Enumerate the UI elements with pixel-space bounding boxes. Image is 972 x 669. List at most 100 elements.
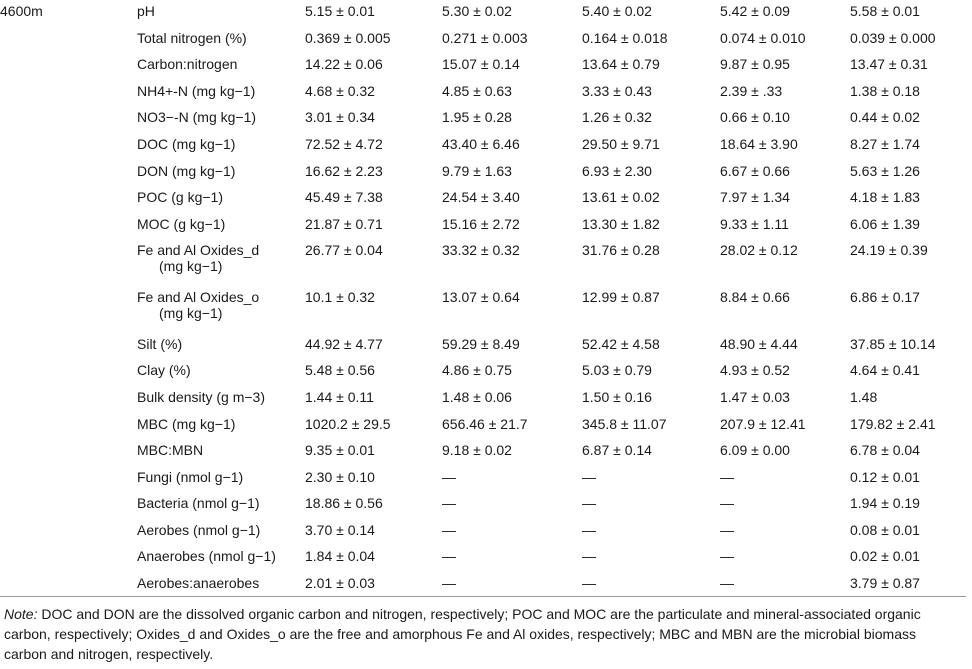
value-cell: —: [720, 575, 734, 592]
altitude-cell: [0, 386, 137, 413]
value-cell: 28.02 ± 0.12: [720, 242, 798, 259]
value-cell: 5.40 ± 0.02: [582, 3, 652, 19]
value-cell: —: [582, 521, 596, 538]
value-cell: 179.82 ± 2.41: [850, 415, 936, 432]
value-cell: 6.67 ± 0.66: [720, 162, 790, 179]
value-cell: 52.42 ± 4.58: [582, 335, 660, 352]
value-cell: 31.76 ± 0.28: [582, 242, 660, 259]
parameter-label: Fe and Al Oxides_d: [137, 242, 260, 259]
value-cell: 10.1 ± 0.32: [305, 289, 375, 306]
table-row: Fe and Al Oxides_d (mg kg−1) 26.77 ± 0.04 3…: [0, 239, 965, 286]
parameter-unit: (mg kg−1): [159, 305, 223, 322]
altitude-cell: [0, 106, 137, 133]
table-row: POC (g kg−1) 45.49 ± 7.38 24.54 ± 3.40 13.6…: [0, 186, 965, 213]
value-cell: 29.50 ± 9.71: [582, 135, 660, 152]
parameter-cell: Total nitrogen (%): [137, 27, 305, 54]
value-cell: 15.07 ± 0.14: [442, 56, 520, 73]
value-cell: 1.26 ± 0.32: [582, 109, 652, 126]
value-cell: 0.08 ± 0.01: [850, 521, 920, 538]
parameter-cell: Fe and Al Oxides_o (mg kg−1): [137, 286, 305, 333]
value-cell: 207.9 ± 12.41: [720, 415, 806, 432]
value-cell: 1.84 ± 0.04: [305, 548, 375, 565]
value-cell: 13.64 ± 0.79: [582, 56, 660, 73]
altitude-cell: [0, 80, 137, 107]
value-cell: 0.12 ± 0.01: [850, 468, 920, 485]
table-row: Carbon:nitrogen 14.22 ± 0.06 15.07 ± 0.14 1…: [0, 53, 965, 80]
value-cell: 5.15 ± 0.01: [305, 3, 375, 19]
parameter-unit: (mg kg−1): [159, 258, 223, 275]
value-cell: 5.48 ± 0.56: [305, 362, 375, 379]
parameter-label: NH4+-N (mg kg−1): [137, 82, 256, 99]
value-cell: —: [442, 521, 456, 538]
value-cell: 1.44 ± 0.11: [305, 388, 374, 405]
soil-properties-table: 4600m pH 5.15 ± 0.01 5.30 ± 0.02 5.40 ± …: [0, 3, 965, 592]
altitude-cell: [0, 53, 137, 80]
value-cell: 6.87 ± 0.14: [582, 442, 652, 459]
parameter-cell: Bacteria (nmol g−1): [137, 492, 305, 519]
parameter-label: Anaerobes (nmol g−1): [137, 548, 276, 565]
table-row: DON (mg kg−1) 16.62 ± 2.23 9.79 ± 1.63 6.93…: [0, 160, 965, 187]
value-cell: 5.58 ± 0.01: [850, 3, 920, 19]
value-cell: 24.54 ± 3.40: [442, 189, 520, 206]
value-cell: 0.074 ± 0.010: [720, 29, 806, 46]
value-cell: 0.369 ± 0.005: [305, 29, 391, 46]
table-body: 4600m pH 5.15 ± 0.01 5.30 ± 0.02 5.40 ± …: [0, 3, 965, 592]
value-cell: 2.39 ± .33: [720, 82, 783, 99]
parameter-label: DOC (mg kg−1): [137, 135, 236, 152]
value-cell: 0.66 ± 0.10: [720, 109, 790, 126]
value-cell: 2.01 ± 0.03: [305, 575, 375, 592]
value-cell: 13.30 ± 1.82: [582, 215, 660, 232]
value-cell: 4.85 ± 0.63: [442, 82, 512, 99]
value-cell: —: [582, 468, 596, 485]
parameter-cell: NH4+-N (mg kg−1): [137, 80, 305, 107]
value-cell: 15.16 ± 2.72: [442, 215, 520, 232]
parameter-cell: Fungi (nmol g−1): [137, 466, 305, 493]
value-cell: 6.93 ± 2.30: [582, 162, 652, 179]
parameter-label: MBC:MBN: [137, 442, 204, 459]
parameter-label: Silt (%): [137, 335, 183, 352]
table-row: Clay (%) 5.48 ± 0.56 4.86 ± 0.75 5.03 ± 0.7…: [0, 359, 965, 386]
value-cell: 9.35 ± 0.01: [305, 442, 375, 459]
value-cell: —: [442, 575, 456, 592]
parameter-label: Bulk density (g m−3): [137, 388, 265, 405]
value-cell: 4.64 ± 0.41: [850, 362, 920, 379]
altitude-cell: [0, 359, 137, 386]
value-cell: 4.93 ± 0.52: [720, 362, 790, 379]
value-cell: 1.47 ± 0.03: [720, 388, 790, 405]
value-cell: 18.86 ± 0.56: [305, 495, 383, 512]
value-cell: 8.27 ± 1.74: [850, 135, 920, 152]
parameter-label: POC (g kg−1): [137, 189, 223, 206]
value-cell: 1.95 ± 0.28: [442, 109, 512, 126]
value-cell: 5.30 ± 0.02: [442, 3, 512, 19]
value-cell: 4.86 ± 0.75: [442, 362, 512, 379]
table-row: Bulk density (g m−3) 1.44 ± 0.11 1.48 ± 0.…: [0, 386, 965, 413]
value-cell: —: [720, 521, 734, 538]
note-label: Note:: [4, 606, 38, 622]
table-footnote: Note: DOC and DON are the dissolved orga…: [4, 604, 962, 664]
parameter-label: Clay (%): [137, 362, 191, 379]
altitude-cell: [0, 439, 137, 466]
parameter-label: Aerobes (nmol g−1): [137, 521, 261, 538]
table-row: MOC (g kg−1) 21.87 ± 0.71 15.16 ± 2.72 13.3…: [0, 213, 965, 240]
value-cell: 1.50 ± 0.16: [582, 388, 652, 405]
altitude-cell: [0, 133, 137, 160]
value-cell: 5.63 ± 1.26: [850, 162, 920, 179]
table-row: Fungi (nmol g−1) 2.30 ± 0.10 — — — 0.12 ± 0.0…: [0, 466, 965, 493]
value-cell: —: [582, 495, 596, 512]
altitude-cell: [0, 239, 137, 286]
value-cell: 1.48 ± 0.06: [442, 388, 512, 405]
parameter-cell: MBC:MBN: [137, 439, 305, 466]
altitude-cell: [0, 545, 137, 572]
parameter-cell: MBC (mg kg−1): [137, 413, 305, 440]
value-cell: 16.62 ± 2.23: [305, 162, 383, 179]
value-cell: 43.40 ± 6.46: [442, 135, 520, 152]
value-cell: 3.33 ± 0.43: [582, 82, 652, 99]
altitude-cell: [0, 413, 137, 440]
value-cell: 24.19 ± 0.39: [850, 242, 928, 259]
value-cell: —: [442, 548, 456, 565]
value-cell: 9.18 ± 0.02: [442, 442, 512, 459]
value-cell: 4.18 ± 1.83: [850, 189, 920, 206]
parameter-cell: Fe and Al Oxides_d (mg kg−1): [137, 239, 305, 286]
value-cell: 59.29 ± 8.49: [442, 335, 520, 352]
value-cell: 8.84 ± 0.66: [720, 289, 790, 306]
